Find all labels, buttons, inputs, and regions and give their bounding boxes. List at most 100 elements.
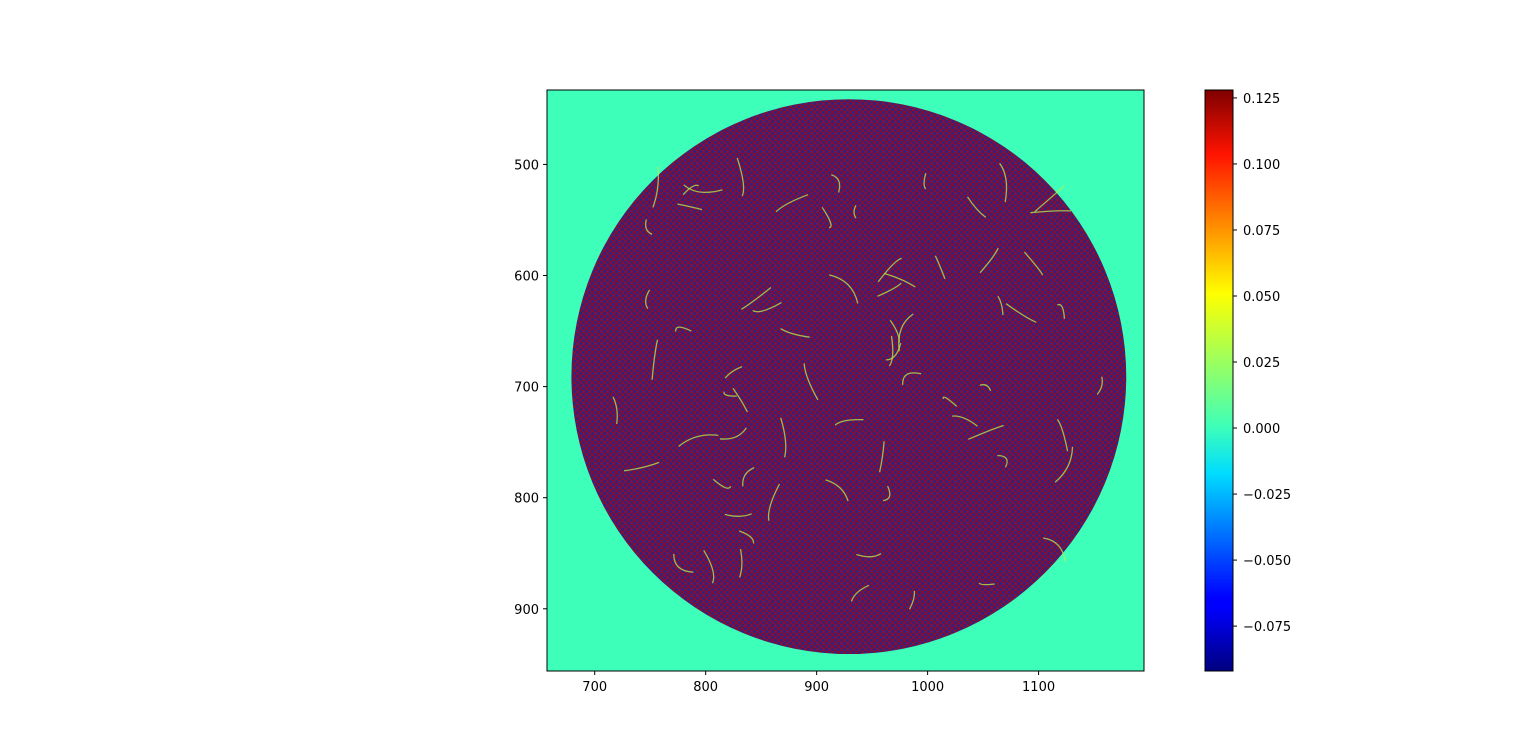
filament-curve	[1023, 251, 1044, 276]
filament-curve	[703, 549, 715, 584]
y-tick-label: 600	[514, 270, 539, 285]
colorbar-tick-label: 0.000	[1243, 422, 1280, 437]
filament-curve	[978, 582, 995, 586]
colorbar-tick-label: 0.125	[1243, 92, 1280, 107]
colorbar-ticks: −0.075 −0.050 −0.025 0.000 0.025 0.050 0.075 0.…	[1233, 92, 1291, 635]
filament-curve	[829, 274, 859, 304]
filament-curve	[878, 441, 885, 473]
filament-curve	[732, 387, 748, 413]
filament-curve	[999, 162, 1008, 203]
filament-curve	[934, 255, 946, 280]
filament-curve	[825, 479, 849, 502]
filament-curve	[968, 424, 1004, 440]
x-tick-label: 1000	[911, 680, 944, 695]
filament-curve	[979, 384, 992, 392]
filament-lines	[612, 157, 1103, 610]
filament-curve	[923, 173, 927, 190]
plot-frame	[546, 89, 1145, 672]
filament-curve	[724, 365, 743, 379]
filament-curve	[651, 339, 659, 380]
filament-curve	[742, 467, 755, 487]
colorbar: −0.075 −0.050 −0.025 0.000 0.025 0.050 0.075 0.…	[1204, 89, 1291, 672]
filament-curve	[877, 257, 902, 283]
filament-curve	[908, 590, 916, 610]
filament-curve	[675, 326, 692, 332]
colorbar-tick-label: 0.075	[1243, 224, 1280, 239]
filament-curve	[741, 286, 772, 310]
colorbar-gradient	[1205, 90, 1233, 671]
filament-curve	[952, 415, 978, 427]
filament-curve	[1096, 376, 1103, 395]
x-tick-label: 700	[582, 680, 607, 695]
filament-curve	[645, 289, 651, 309]
filament-curve	[738, 548, 743, 578]
filament-curve	[678, 434, 719, 447]
filament-curve	[882, 485, 891, 502]
colorbar-tick-label: 0.025	[1243, 356, 1280, 371]
filament-curve	[738, 530, 755, 544]
filament-curve	[856, 553, 882, 558]
colorbar-tick-label: −0.075	[1243, 620, 1291, 635]
filament-curve	[767, 483, 781, 521]
filament-curve	[997, 454, 1008, 468]
colorbar-tick-label: −0.025	[1243, 488, 1291, 503]
filament-curve	[723, 391, 737, 397]
filament-curve	[898, 313, 914, 352]
filament-curve	[884, 272, 916, 288]
filament-curve	[821, 206, 832, 229]
filament-curve	[673, 553, 694, 573]
filament-curve	[979, 247, 999, 274]
filament-curve	[1005, 303, 1037, 323]
x-tick-label: 800	[693, 680, 718, 695]
filament-curve	[780, 417, 787, 458]
filament-curve	[624, 461, 660, 472]
filament-curve	[683, 184, 723, 194]
filament-curve	[877, 282, 902, 297]
y-axis: 500 600 700 800 900	[514, 158, 547, 618]
colorbar-tick-label: 0.100	[1243, 158, 1280, 173]
filament-curve	[724, 513, 752, 517]
x-tick-label: 1100	[1022, 680, 1055, 695]
filament-curve	[1056, 419, 1069, 452]
filament-curve	[652, 166, 660, 208]
filament-curve	[834, 418, 864, 426]
y-tick-label: 800	[514, 492, 539, 507]
filament-curve	[644, 219, 653, 235]
filament-curve	[902, 372, 922, 385]
x-axis: 700 800 900 1000 1100	[582, 671, 1055, 695]
y-tick-label: 900	[514, 603, 539, 618]
filament-curve	[888, 335, 894, 367]
filament-curve	[850, 584, 870, 602]
filament-curve	[1043, 537, 1067, 562]
filament-curve	[775, 194, 809, 213]
filament-curve	[889, 319, 900, 343]
filament-curve	[712, 478, 732, 489]
filament-curve	[966, 196, 987, 218]
heatmap-axes: 700 800 900 1000 1100 500 600 700 800 900	[514, 89, 1145, 695]
filament-curve	[942, 396, 958, 407]
colorbar-tick-label: 0.050	[1243, 290, 1280, 305]
x-tick-label: 900	[804, 680, 829, 695]
filament-curve	[1054, 446, 1074, 483]
filament-curve	[853, 204, 857, 219]
colorbar-tick-label: −0.050	[1243, 554, 1291, 569]
filament-curve	[612, 396, 618, 425]
heatmap-disk	[571, 99, 1127, 655]
filament-curve	[1030, 210, 1072, 214]
y-tick-label: 500	[514, 158, 539, 173]
filament-curve	[1034, 185, 1065, 213]
filament-curve	[1057, 303, 1066, 319]
filament-curve	[997, 295, 1004, 316]
y-tick-label: 700	[514, 381, 539, 396]
colorbar-frame	[1204, 89, 1234, 672]
filament-curve	[803, 363, 819, 401]
filament-curve	[780, 328, 810, 338]
filament-curve	[831, 174, 841, 193]
filament-curve	[885, 343, 902, 361]
filament-curve	[682, 184, 700, 196]
filament-curve	[719, 427, 747, 440]
filament-curve	[752, 302, 782, 313]
filament-curve	[677, 203, 703, 211]
filament-curve	[736, 157, 745, 197]
